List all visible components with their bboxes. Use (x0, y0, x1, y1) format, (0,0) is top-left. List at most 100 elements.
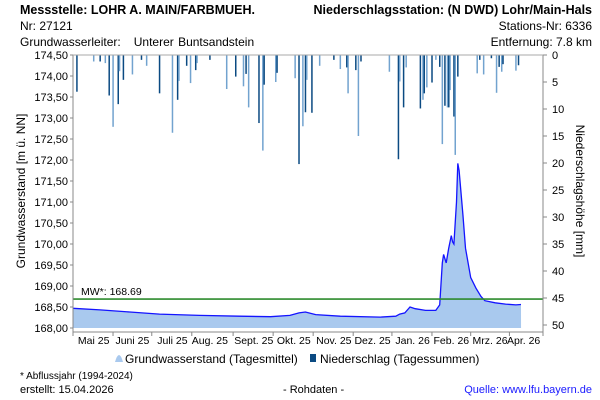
month-label: Mrz. 26 (473, 335, 508, 347)
left-tick-label: 171,00 (34, 197, 68, 209)
month-label: Aug. 25 (192, 335, 228, 347)
precipitation-bar (242, 55, 245, 87)
left-tick-label: 174,50 (34, 50, 68, 62)
groundwater-area (73, 163, 522, 328)
precipitation-bar (388, 55, 391, 72)
raw-data-note: - Rohdaten - (283, 384, 345, 396)
distance: Entfernung: 7.8 km (490, 35, 592, 49)
precipitation-bar (131, 55, 134, 75)
right-tick-label: 25 (552, 185, 564, 197)
precipitation-bar (171, 55, 174, 133)
aquifer-value: Unterer Buntsandstein (133, 35, 255, 49)
precipitation-bar (515, 55, 517, 71)
mean-water-level-label: MW*: 168.69 (81, 286, 142, 298)
month-label: Juni 25 (115, 335, 149, 347)
precipitation-bar (76, 55, 78, 92)
left-tick-label: 168,00 (34, 323, 68, 335)
precipitation-bar (419, 55, 422, 109)
precipitation-bar (490, 55, 493, 59)
precipitation-bar (304, 55, 307, 113)
precipitation-bar (502, 55, 504, 65)
left-tick-label: 170,00 (34, 239, 68, 251)
precipitation-bar (495, 55, 498, 93)
precipitation-bar (145, 55, 148, 66)
left-tick-label: 172,50 (34, 134, 68, 146)
precip-station-number: Stations-Nr: 6336 (498, 19, 592, 33)
left-tick-label: 170,50 (34, 218, 68, 230)
precipitation-bar (158, 55, 161, 94)
precipitation-bar (482, 55, 485, 75)
month-label: Mai 25 (78, 335, 110, 347)
aquifer-label: Grundwasserleiter: Unterer Buntsandstein (20, 35, 254, 49)
precipitation-bar (263, 55, 265, 85)
precipitation-bar (178, 55, 180, 81)
left-tick-label: 173,00 (34, 113, 68, 125)
precipitation-bar (454, 55, 456, 155)
right-tick-label: 40 (552, 266, 564, 278)
precipitation-bar (333, 55, 335, 60)
precipitation-bar (302, 55, 304, 127)
precipitation-bar (423, 55, 426, 94)
precipitation-bar (398, 55, 401, 82)
left-tick-label: 171,50 (34, 176, 68, 188)
precipitation-bar (347, 55, 349, 94)
left-tick-label: 173,50 (34, 92, 68, 104)
precipitation-bar (209, 55, 211, 60)
left-tick-label: 168,50 (34, 302, 68, 314)
month-label: Sept. 25 (234, 335, 273, 347)
right-tick-label: 45 (552, 293, 564, 305)
precipitation-bar (500, 55, 503, 72)
month-label: Juli 25 (157, 335, 188, 347)
left-tick-label: 169,50 (34, 260, 68, 272)
right-tick-label: 30 (552, 212, 564, 224)
right-axis-title: Niederschlagshöhe [mm] (573, 125, 587, 258)
precipitation-bar (360, 55, 362, 62)
precipitation-bar (426, 55, 428, 88)
right-tick-label: 20 (552, 158, 564, 170)
precipitation-bar (185, 55, 188, 66)
left-axis-title: Grundwasserstand [m ü. NN] (14, 114, 28, 269)
precipitation-bar (122, 55, 125, 80)
created-date: erstellt: 15.04.2026 (20, 384, 114, 396)
precipitation-bar (275, 55, 277, 82)
precipitation-bar (357, 55, 360, 136)
station-name: Messstelle: LOHR A. MAIN/FARBMUEH. (20, 3, 255, 17)
source-link[interactable]: Quelle: www.lfu.bayern.de (464, 384, 592, 396)
precipitation-bar (439, 55, 441, 67)
precipitation-bar (104, 55, 107, 64)
precipitation-bar (108, 55, 110, 96)
precipitation-bar (225, 55, 228, 90)
groundwater-line (72, 163, 522, 318)
precipitation-bar (498, 55, 500, 67)
precipitation-bar (176, 55, 179, 100)
footnote: * Abflussjahr (1994-2024) (20, 371, 133, 382)
month-label: Feb. 26 (434, 335, 470, 347)
precipitation-bar (405, 55, 407, 68)
right-tick-label: 35 (552, 239, 564, 251)
precipitation-bar (431, 55, 433, 83)
precipitation-bar (479, 55, 481, 60)
legend-precipitation: Niederschlag (Tagessummen) (320, 352, 479, 366)
month-label: Okt. 25 (277, 335, 311, 347)
precipitation-bar (355, 55, 357, 71)
precipitation-bar (189, 55, 192, 84)
precipitation-bar (298, 55, 300, 165)
month-label: Dez. 25 (354, 335, 390, 347)
month-label: Jan. 26 (395, 335, 430, 347)
precipitation-bar (517, 55, 520, 66)
precipitation-bar (247, 55, 250, 108)
precipitation-bar (117, 55, 119, 105)
precipitation-bar (449, 55, 451, 91)
left-tick-label: 169,00 (34, 281, 68, 293)
precipitation-bar (92, 55, 95, 62)
precipitation-bar (99, 55, 101, 62)
precipitation-bar (258, 55, 260, 124)
legend-groundwater: Grundwasserstand (Tagesmittel) (125, 352, 298, 366)
precip-station-name: Niederschlagsstation: (N DWD) Lohr/Main-… (313, 3, 593, 17)
precipitation-bar (446, 55, 449, 108)
precipitation-bar (311, 55, 313, 113)
left-tick-label: 174,00 (34, 71, 68, 83)
legend-area-icon (115, 355, 123, 362)
precipitation-bar (476, 55, 478, 74)
